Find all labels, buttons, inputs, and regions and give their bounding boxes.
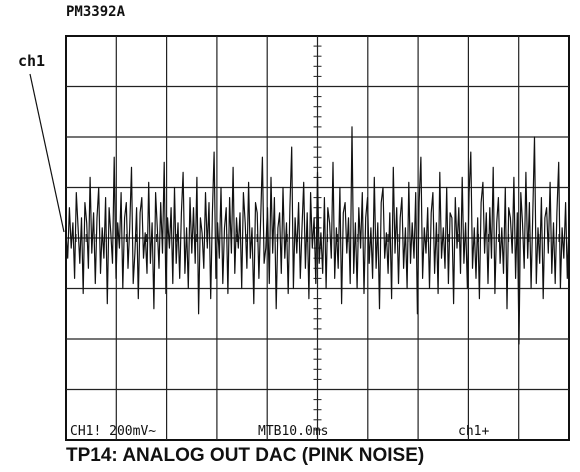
channel-scale-readout: CH1! 200mV~ bbox=[70, 424, 156, 439]
figure-caption: TP14: ANALOG OUT DAC (PINK NOISE) bbox=[66, 445, 425, 466]
instrument-model: PM3392A bbox=[66, 4, 126, 20]
trigger-readout: ch1+ bbox=[458, 424, 489, 439]
ch1-trace bbox=[65, 126, 570, 345]
timebase-readout: MTB10.0ms bbox=[258, 424, 328, 439]
channel-marker-pointer bbox=[29, 73, 65, 233]
channel-marker-label: ch1 bbox=[18, 52, 46, 70]
